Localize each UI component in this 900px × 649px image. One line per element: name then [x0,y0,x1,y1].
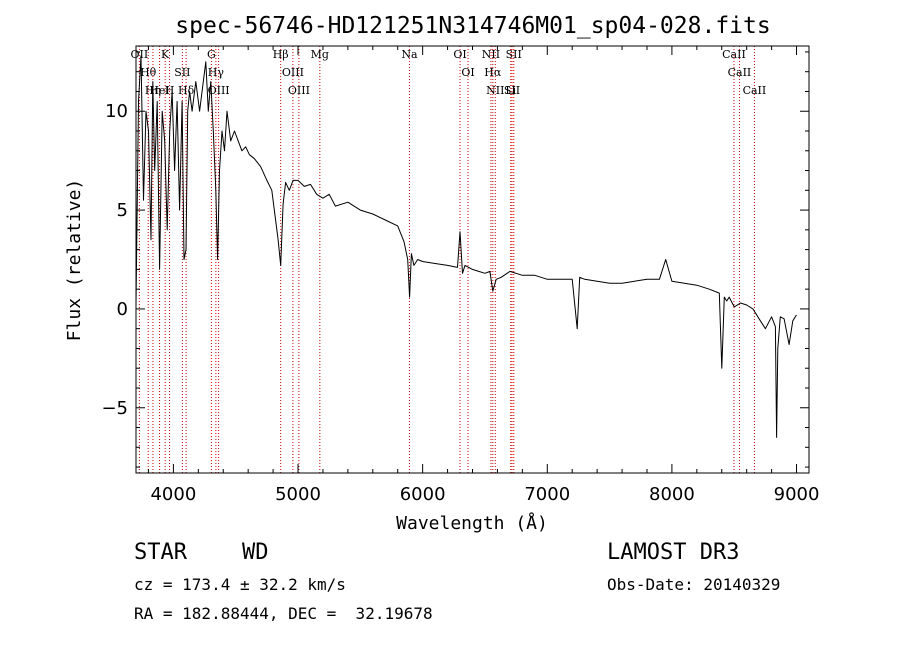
x-tick-label: 4000 [150,484,196,505]
x-tick-label: 9000 [774,484,820,505]
spectral-line-label: NII [486,84,504,97]
spectral-line-label: CaII [722,48,746,61]
plot-frame [135,45,810,474]
x-tick-label: 6000 [400,484,446,505]
spectral-line-label: OIII [208,84,230,97]
spectral-line-label: OII [131,48,149,61]
coordinates: RA = 182.88444, DEC = 32.19678 [134,604,433,623]
y-tick-label: −5 [101,398,128,419]
y-tick-label: 5 [117,200,128,221]
spectral-line-label: Hθ [140,66,157,79]
spectral-line-label: Li [505,84,516,97]
y-tick-label: 10 [105,101,128,122]
y-tick-label: 0 [117,299,128,320]
spectral-line-label: CaII [743,84,767,97]
spectral-line-markers [138,46,755,473]
spectral-line-label: SII [174,66,190,79]
object-subclass: WD [242,540,269,565]
x-tick-label: 5000 [275,484,321,505]
chart-title: spec-56746-HD121251N314746M01_sp04-028.f… [175,13,770,39]
object-class: STAR [134,540,187,565]
redshift-text: cz = 173.4 ± 32.2 km/s [134,575,346,594]
x-tick-label: 7000 [524,484,570,505]
x-tick-label: 8000 [649,484,695,505]
spectral-line-label: HeI [149,84,169,97]
spectral-line-label: H [165,84,175,97]
spectral-line-label: OI [461,66,474,79]
spectral-line-label: Hβ [273,48,289,61]
spectral-line-label: G [207,48,216,61]
spectral-line-label: Hγ [208,66,225,79]
x-axis-ticks: 4000 5000 6000 7000 8000 9000 [147,46,820,505]
spectral-line-label: Mg [311,48,329,61]
spectral-line-label: SII [506,48,522,61]
spectral-line-label: OIII [282,66,304,79]
spectral-line-label: Hδ [178,84,195,97]
spectral-line-label: Hα [484,66,502,79]
x-axis-label: Wavelength (Å) [396,512,548,534]
spectral-line-label: K [161,48,170,61]
spectral-line-label: SII [504,84,520,97]
spectral-line-label: CaII [728,66,752,79]
spectral-line-label: NII [482,48,500,61]
spectral-line-label: Na [401,48,418,61]
spectrum-line [135,55,797,438]
y-axis-label: Flux (relative) [64,179,85,342]
survey-name: LAMOST DR3 [607,540,740,565]
spectral-line-label: OI [453,48,466,61]
y-axis-ticks: −5 0 5 10 [101,51,809,468]
spectrum-chart: spec-56746-HD121251N314746M01_sp04-028.f… [64,13,820,534]
spectral-line-label: OIII [288,84,310,97]
obs-date: Obs-Date: 20140329 [607,575,781,594]
